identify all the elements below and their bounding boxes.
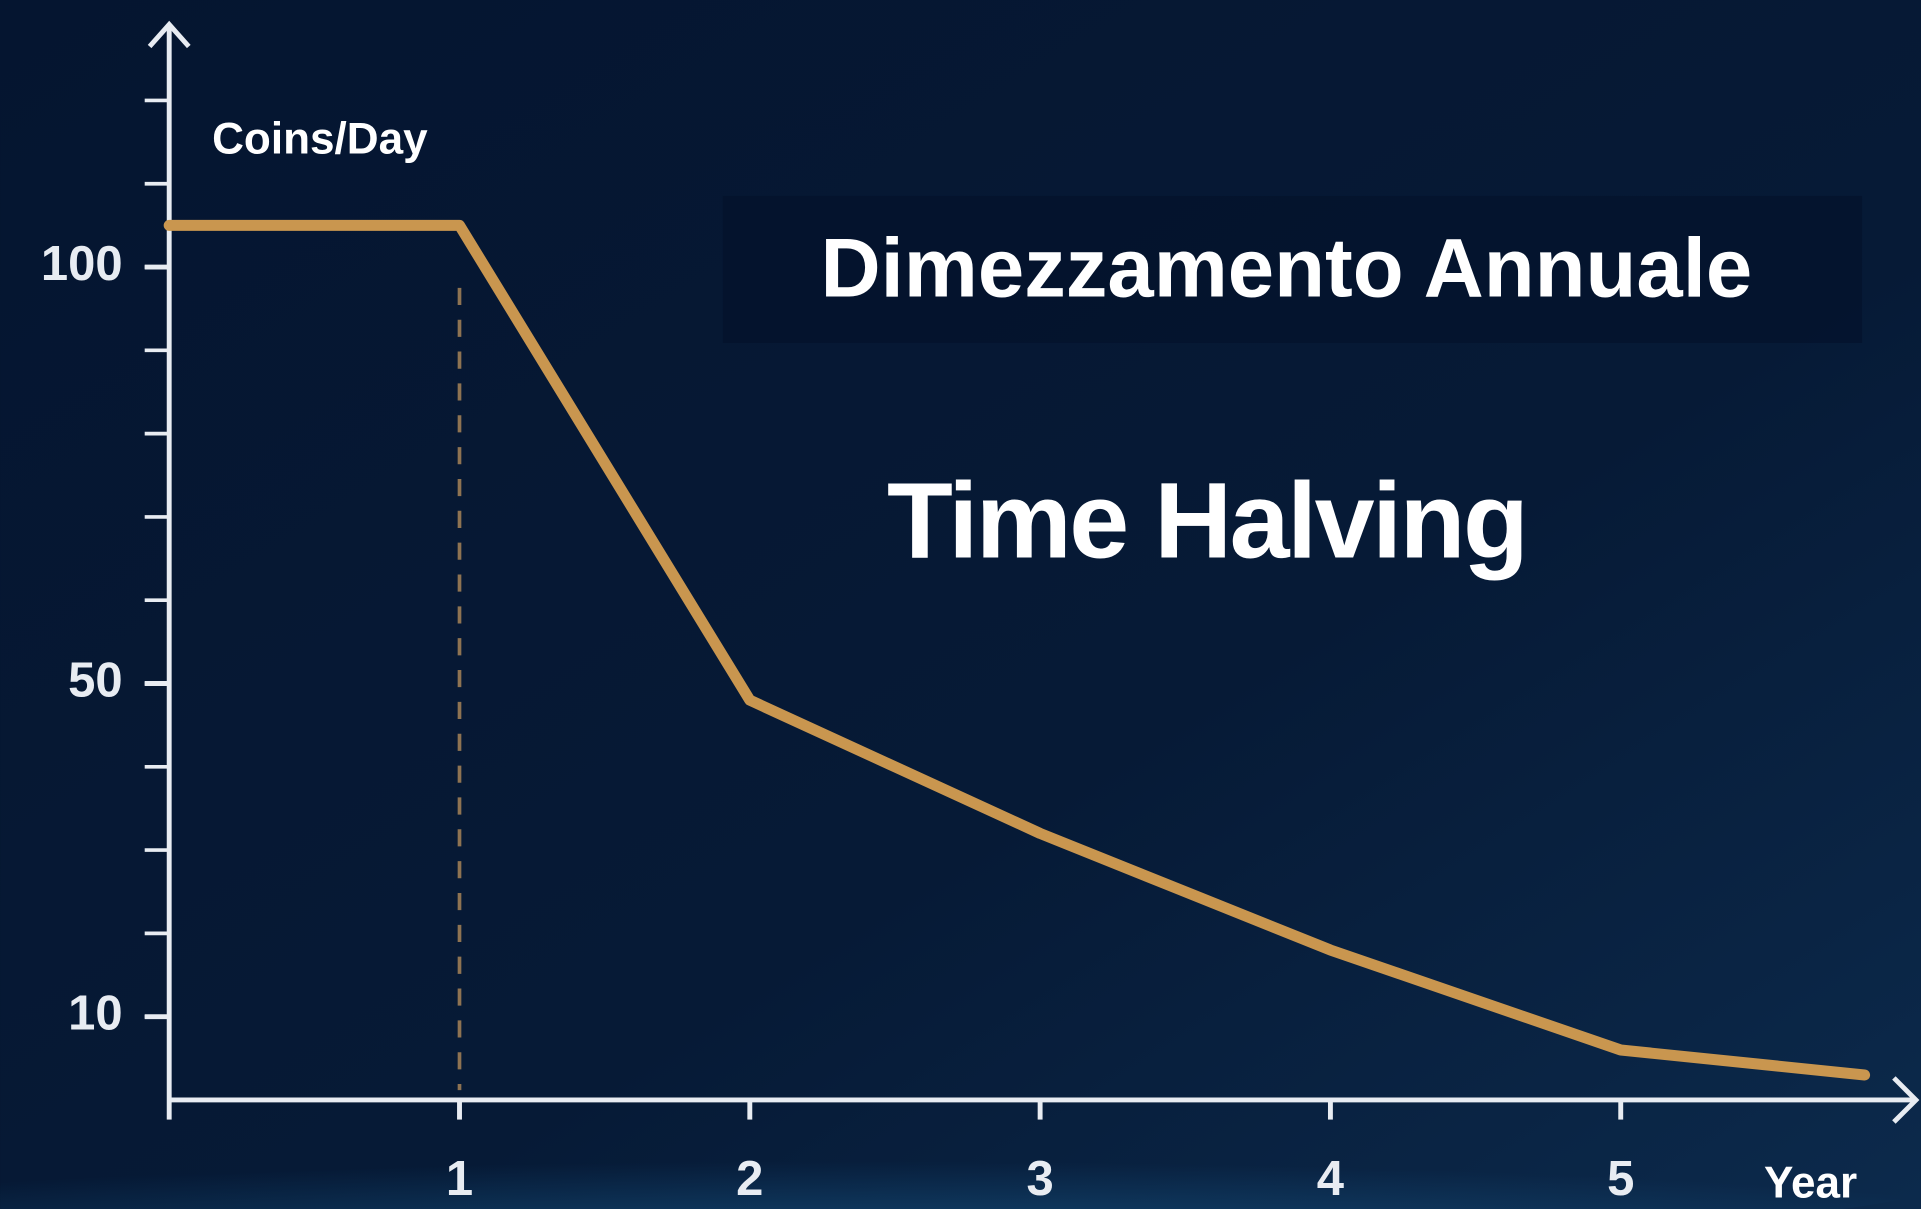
x-tick-label: 5 [1607,1152,1634,1206]
y-tick-label: 10 [68,987,123,1041]
y-tick-label: 50 [68,653,123,707]
x-tick-label: 4 [1317,1152,1344,1206]
glow [0,1102,1921,1209]
y-axis-label: Coins/Day [212,115,428,164]
chart-title: Dimezzamento Annuale [820,221,1752,314]
y-arrow [147,20,191,49]
x-tick-label: 1 [446,1152,473,1206]
x-arrow [1892,1076,1920,1124]
x-tick-label: 2 [736,1152,763,1206]
x-axis-label: Year [1764,1158,1857,1207]
y-tick-label: 100 [41,237,123,291]
data-line [163,219,1871,1081]
title-box [722,195,1863,343]
x-tick-label: 3 [1026,1152,1053,1206]
chart-subtitle: Time Halving [887,460,1526,581]
